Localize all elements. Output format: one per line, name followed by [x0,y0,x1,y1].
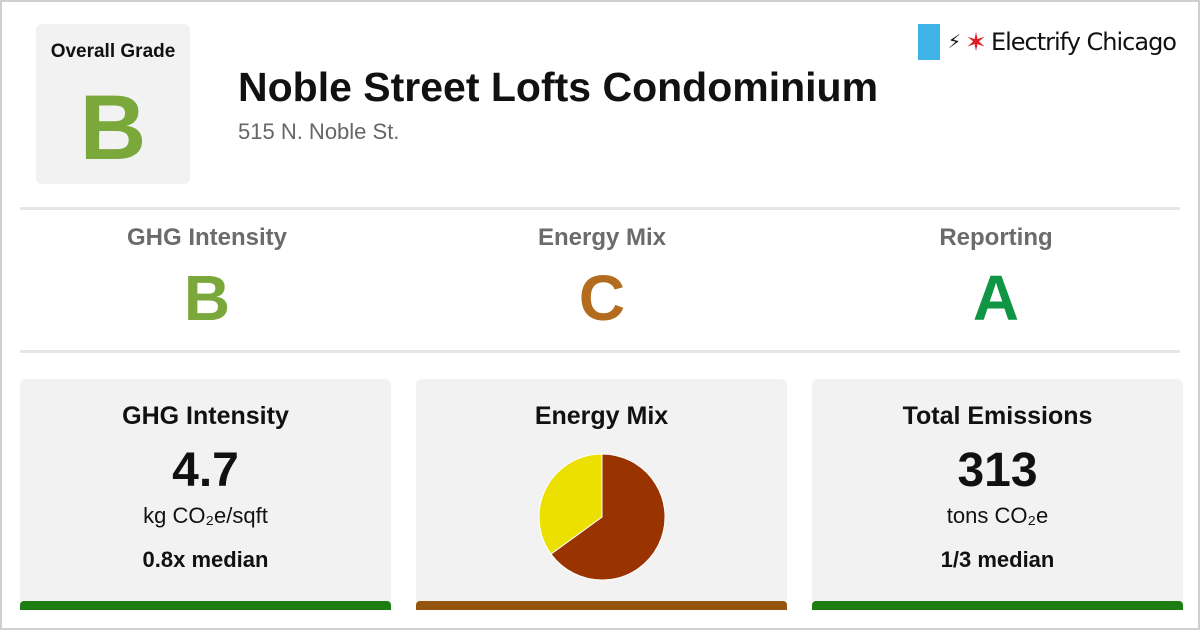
grade-color-bar [416,601,787,610]
subgrade-label: Energy Mix [537,224,667,251]
subgrade-grade: B [183,262,231,334]
plug-icon: ⚡ [947,31,962,53]
subgrade-label: Reporting [939,224,1053,251]
ghg-intensity-panel: GHG Intensity 4.7 kg CO₂e/sqft 0.8x medi… [20,379,391,610]
panel-title: GHG Intensity [122,402,289,430]
subgrades-divider [20,350,1180,353]
panel-unit: kg CO₂e/sqft [143,503,268,528]
panel-title: Total Emissions [902,402,1093,430]
subgrade-grade: C [578,262,626,334]
chicago-star-icon: ✶ [965,27,987,57]
panel-value: 313 [957,444,1038,497]
overall-grade-label: Overall Grade [50,41,176,62]
brand-name: Electrify Chicago [990,28,1177,56]
pie-slice-0 [550,453,666,581]
panel-value: 4.7 [172,444,239,497]
header-divider [20,207,1180,210]
pie-slice-1 [538,453,603,555]
subgrade-label: GHG Intensity [126,224,288,251]
subgrade-energy-mix: Energy Mix C [452,224,752,330]
subgrade-ghg-intensity: GHG Intensity B [57,224,357,330]
building-address: 515 N. Noble St. [238,119,400,144]
electrify-chicago-logo[interactable]: ⚡ ✶ Electrify Chicago [917,24,1177,60]
energy-mix-pie-chart [538,453,666,581]
panel-median-comparison: 0.8x median [142,547,269,572]
total-emissions-panel: Total Emissions 313 tons CO₂e 1/3 median [812,379,1183,610]
panel-title: Energy Mix [534,402,669,430]
energy-mix-panel: Energy Mix [416,379,787,610]
subgrades-row: GHG Intensity B Energy Mix C Reporting A [2,224,1198,344]
panel-median-comparison: 1/3 median [940,547,1055,572]
overall-grade-letter: B [79,77,147,179]
subgrade-reporting: Reporting A [846,224,1146,330]
grade-color-bar [812,601,1183,610]
grade-color-bar [20,601,391,610]
panel-unit: tons CO₂e [946,503,1049,528]
overall-grade-box: Overall Grade B [36,24,190,184]
chicago-flag-stripe-icon [917,24,940,60]
subgrade-grade: A [972,262,1020,334]
building-name: Noble Street Lofts Condominium [238,64,879,110]
